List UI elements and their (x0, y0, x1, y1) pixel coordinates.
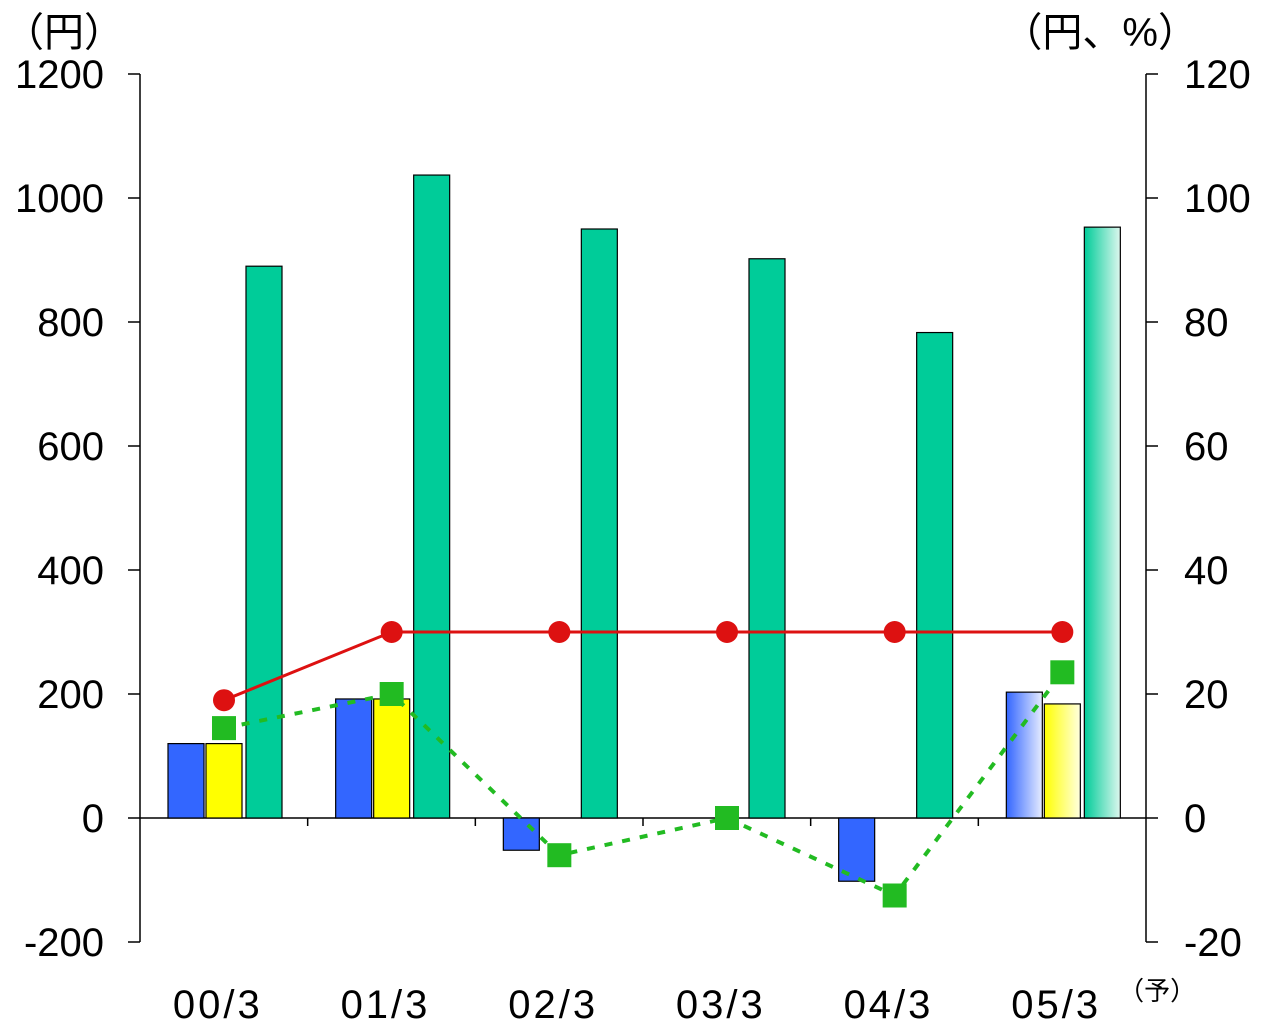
right-axis-tick-label: 0 (1184, 797, 1206, 841)
green-square-marker (1050, 660, 1075, 685)
green-bar (245, 265, 283, 819)
line-series (212, 621, 1075, 908)
left-axis-unit-label: （円） (4, 11, 124, 55)
category-label: 02/3 (508, 983, 598, 1026)
right-axis-tick-label: 120 (1184, 53, 1251, 97)
category-label: 00/3 (173, 983, 263, 1026)
category-label: 01/3 (341, 983, 431, 1026)
right-axis-tick-label: 100 (1184, 177, 1251, 221)
blue-bar (335, 698, 373, 819)
green-square-marker (212, 716, 236, 741)
green-square-marker (379, 682, 404, 706)
right-axis-ticks: 120 100 80 60 40 20 0 -20 (1146, 53, 1251, 965)
left-axis-tick-label: 1000 (15, 177, 104, 221)
left-axis-tick-label: 800 (37, 301, 104, 345)
green-bar (413, 174, 451, 819)
left-axis-tick-label: 0 (82, 797, 104, 841)
right-axis-tick-label: 40 (1184, 549, 1229, 593)
category-label: 03/3 (676, 983, 766, 1026)
right-axis-tick-label: 20 (1184, 673, 1229, 717)
blue-bar (167, 742, 205, 819)
blue-bar (1005, 691, 1043, 819)
right-axis-tick-label: 60 (1184, 425, 1229, 469)
left-axis-ticks: 1200 1000 800 600 400 200 0 -200 (15, 53, 980, 965)
green-bar (916, 331, 954, 819)
yellow-bar (373, 698, 411, 819)
green-bar (580, 228, 618, 819)
axes (139, 74, 1147, 942)
red-circle-marker (883, 621, 906, 643)
green-bar (748, 258, 786, 819)
bar-series (167, 174, 1121, 882)
red-circle-marker (213, 689, 235, 712)
yellow-bar (1043, 703, 1081, 819)
red-circle-marker (716, 621, 738, 643)
red-line (223, 630, 1063, 702)
right-axis-unit-label: （円、%） (1002, 11, 1198, 55)
red-circle-marker (380, 621, 403, 643)
category-label: 04/3 (844, 983, 934, 1026)
yellow-bar (205, 742, 243, 819)
left-axis-tick-label: 200 (37, 673, 104, 717)
right-axis-tick-label: -20 (1184, 921, 1242, 965)
category-label: 05/3 (1011, 983, 1101, 1026)
right-axis-tick-label: 80 (1184, 301, 1229, 345)
red-circle-marker (1051, 621, 1074, 643)
blue-bar (502, 817, 540, 851)
left-axis-tick-label: 600 (37, 425, 104, 469)
green-square-marker (882, 883, 907, 908)
left-axis-tick-label: 400 (37, 549, 104, 593)
green-square-marker (715, 806, 739, 830)
left-axis-tick-label: 1200 (15, 53, 104, 97)
green-bar (1083, 226, 1121, 819)
forecast-note-label: （予） (1118, 976, 1196, 1006)
green-square-marker (547, 843, 572, 868)
green-line (223, 671, 1064, 898)
red-circle-marker (548, 621, 571, 643)
left-axis-tick-label: -200 (24, 921, 104, 965)
category-labels: 00/3 01/3 02/3 03/3 04/3 05/3 （予） (173, 976, 1196, 1026)
